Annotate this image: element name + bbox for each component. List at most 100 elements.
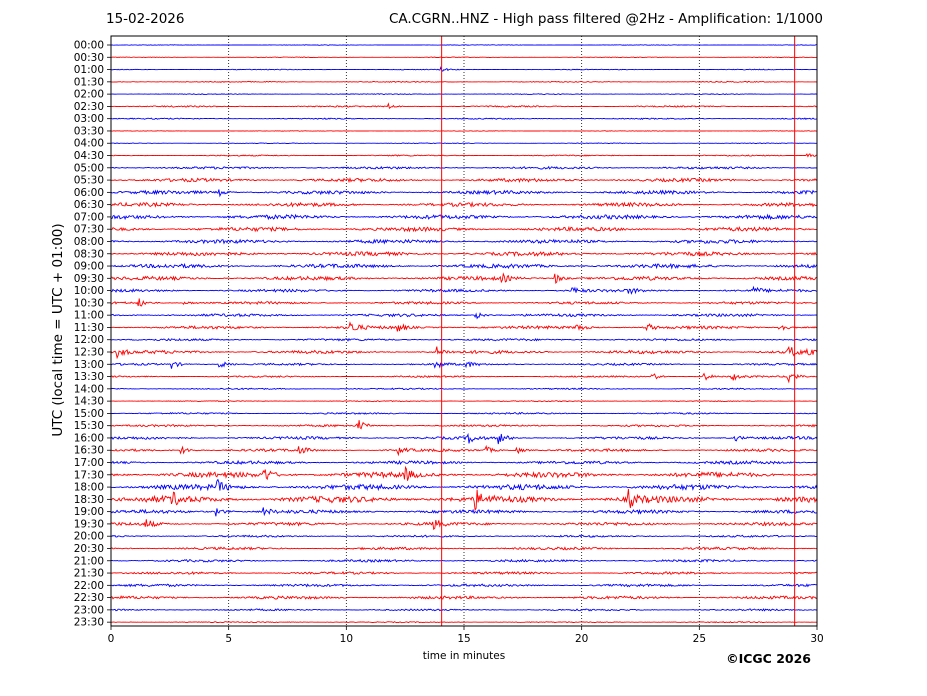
- y-tick-label: 20:30: [74, 543, 104, 555]
- x-tick-label: 25: [693, 633, 706, 645]
- y-tick-label: 08:00: [74, 236, 104, 248]
- y-tick-label: 23:00: [74, 604, 104, 616]
- y-tick-label: 01:30: [74, 76, 104, 88]
- trace-0030: [111, 56, 818, 59]
- trace-2030: [110, 546, 818, 551]
- y-tick-label: 19:30: [74, 518, 104, 530]
- trace-1230: [110, 345, 818, 360]
- y-tick-label: 16:30: [74, 445, 104, 457]
- y-tick-label: 09:00: [74, 261, 104, 273]
- y-tick-label: 02:30: [74, 101, 104, 113]
- y-tick-label: 00:00: [74, 40, 104, 52]
- y-tick-label: 13:30: [74, 371, 104, 383]
- y-tick-label: 16:00: [74, 432, 104, 444]
- y-tick-label: 12:00: [74, 334, 104, 346]
- y-tick-label: 05:30: [74, 175, 104, 187]
- trace-1430: [110, 400, 818, 403]
- y-tick-label: 08:30: [74, 248, 104, 260]
- y-tick-label: 19:00: [74, 506, 104, 518]
- trace-0500: [110, 165, 818, 170]
- trace-0330: [110, 130, 817, 132]
- trace-0400: [110, 142, 818, 145]
- trace-2300: [110, 608, 818, 612]
- x-tick-label: 30: [810, 633, 823, 645]
- trace-1630: [110, 444, 818, 457]
- y-tick-label: 06:00: [74, 187, 104, 199]
- y-tick-label: 23:30: [74, 617, 104, 629]
- copyright-label: ©ICGC 2026: [726, 651, 811, 666]
- y-tick-label: 04:30: [74, 150, 104, 162]
- trace-1200: [110, 337, 818, 342]
- y-tick-label: 11:30: [74, 322, 104, 334]
- trace-1030: [110, 298, 818, 307]
- trace-1830: [110, 488, 818, 512]
- y-tick-label: 07:00: [74, 211, 104, 223]
- trace-0600: [110, 189, 818, 198]
- y-tick-label: 18:00: [74, 482, 104, 494]
- trace-0130: [110, 80, 817, 83]
- y-tick-label: 11:00: [74, 310, 104, 322]
- trace-0800: [110, 238, 818, 245]
- y-tick-label: 20:00: [74, 531, 104, 543]
- y-tick-label: 21:00: [74, 555, 104, 567]
- trace-1800: [110, 478, 818, 492]
- trace-1900: [110, 507, 817, 517]
- trace-2130: [110, 570, 818, 575]
- trace-0200: [111, 93, 818, 96]
- y-tick-label: 04:00: [74, 138, 104, 150]
- y-tick-label: 06:30: [74, 199, 104, 211]
- chart-title: CA.CGRN..HNZ - High pass filtered @2Hz -…: [388, 11, 823, 27]
- y-tick-label: 12:30: [74, 347, 104, 359]
- y-tick-label: 14:30: [74, 396, 104, 408]
- x-tick-label: 0: [108, 633, 115, 645]
- y-tick-label: 02:00: [74, 89, 104, 101]
- x-axis-label: time in minutes: [422, 650, 506, 662]
- y-tick-label: 13:00: [74, 359, 104, 371]
- trace-1530: [110, 420, 818, 430]
- trace-0300: [110, 117, 818, 120]
- trace-1330: [110, 372, 818, 384]
- trace-1600: [110, 432, 818, 445]
- trace-0930: [110, 272, 818, 285]
- trace-0000: [110, 44, 817, 46]
- y-tick-label: 14:00: [74, 383, 104, 395]
- trace-0230: [110, 102, 818, 109]
- trace-2000: [110, 534, 818, 538]
- y-tick-label: 21:30: [74, 568, 104, 580]
- y-tick-label: 18:30: [74, 494, 104, 506]
- trace-1400: [110, 387, 818, 391]
- y-tick-label: 03:00: [74, 113, 104, 125]
- y-tick-label: 07:30: [74, 224, 104, 236]
- trace-1100: [110, 312, 818, 320]
- trace-0100: [110, 66, 818, 72]
- trace-1930: [110, 519, 818, 531]
- trace-0430: [110, 153, 818, 158]
- trace-1300: [110, 361, 818, 369]
- trace-1500: [111, 411, 818, 415]
- trace-0530: [110, 177, 818, 184]
- trace-2330: [110, 621, 817, 624]
- y-tick-label: 17:30: [74, 469, 104, 481]
- y-tick-label: 15:30: [74, 420, 104, 432]
- trace-0630: [110, 201, 818, 208]
- trace-1000: [110, 285, 818, 295]
- y-tick-label: 01:00: [74, 64, 104, 76]
- trace-0900: [110, 262, 818, 270]
- trace-2230: [110, 595, 818, 600]
- y-tick-label: 10:30: [74, 297, 104, 309]
- y-tick-label: 22:30: [74, 592, 104, 604]
- y-tick-label: 15:00: [74, 408, 104, 420]
- trace-0730: [111, 225, 817, 233]
- trace-1730: [110, 465, 818, 481]
- x-tick-label: 10: [340, 633, 353, 645]
- trace-1700: [110, 459, 818, 466]
- trace-1130: [110, 321, 818, 332]
- x-tick-label: 15: [457, 633, 470, 645]
- trace-0830: [110, 250, 818, 258]
- x-tick-label: 20: [575, 633, 588, 645]
- x-tick-label: 5: [225, 633, 232, 645]
- y-tick-label: 10:00: [74, 285, 104, 297]
- y-tick-label: 00:30: [74, 52, 104, 64]
- trace-2200: [110, 583, 818, 588]
